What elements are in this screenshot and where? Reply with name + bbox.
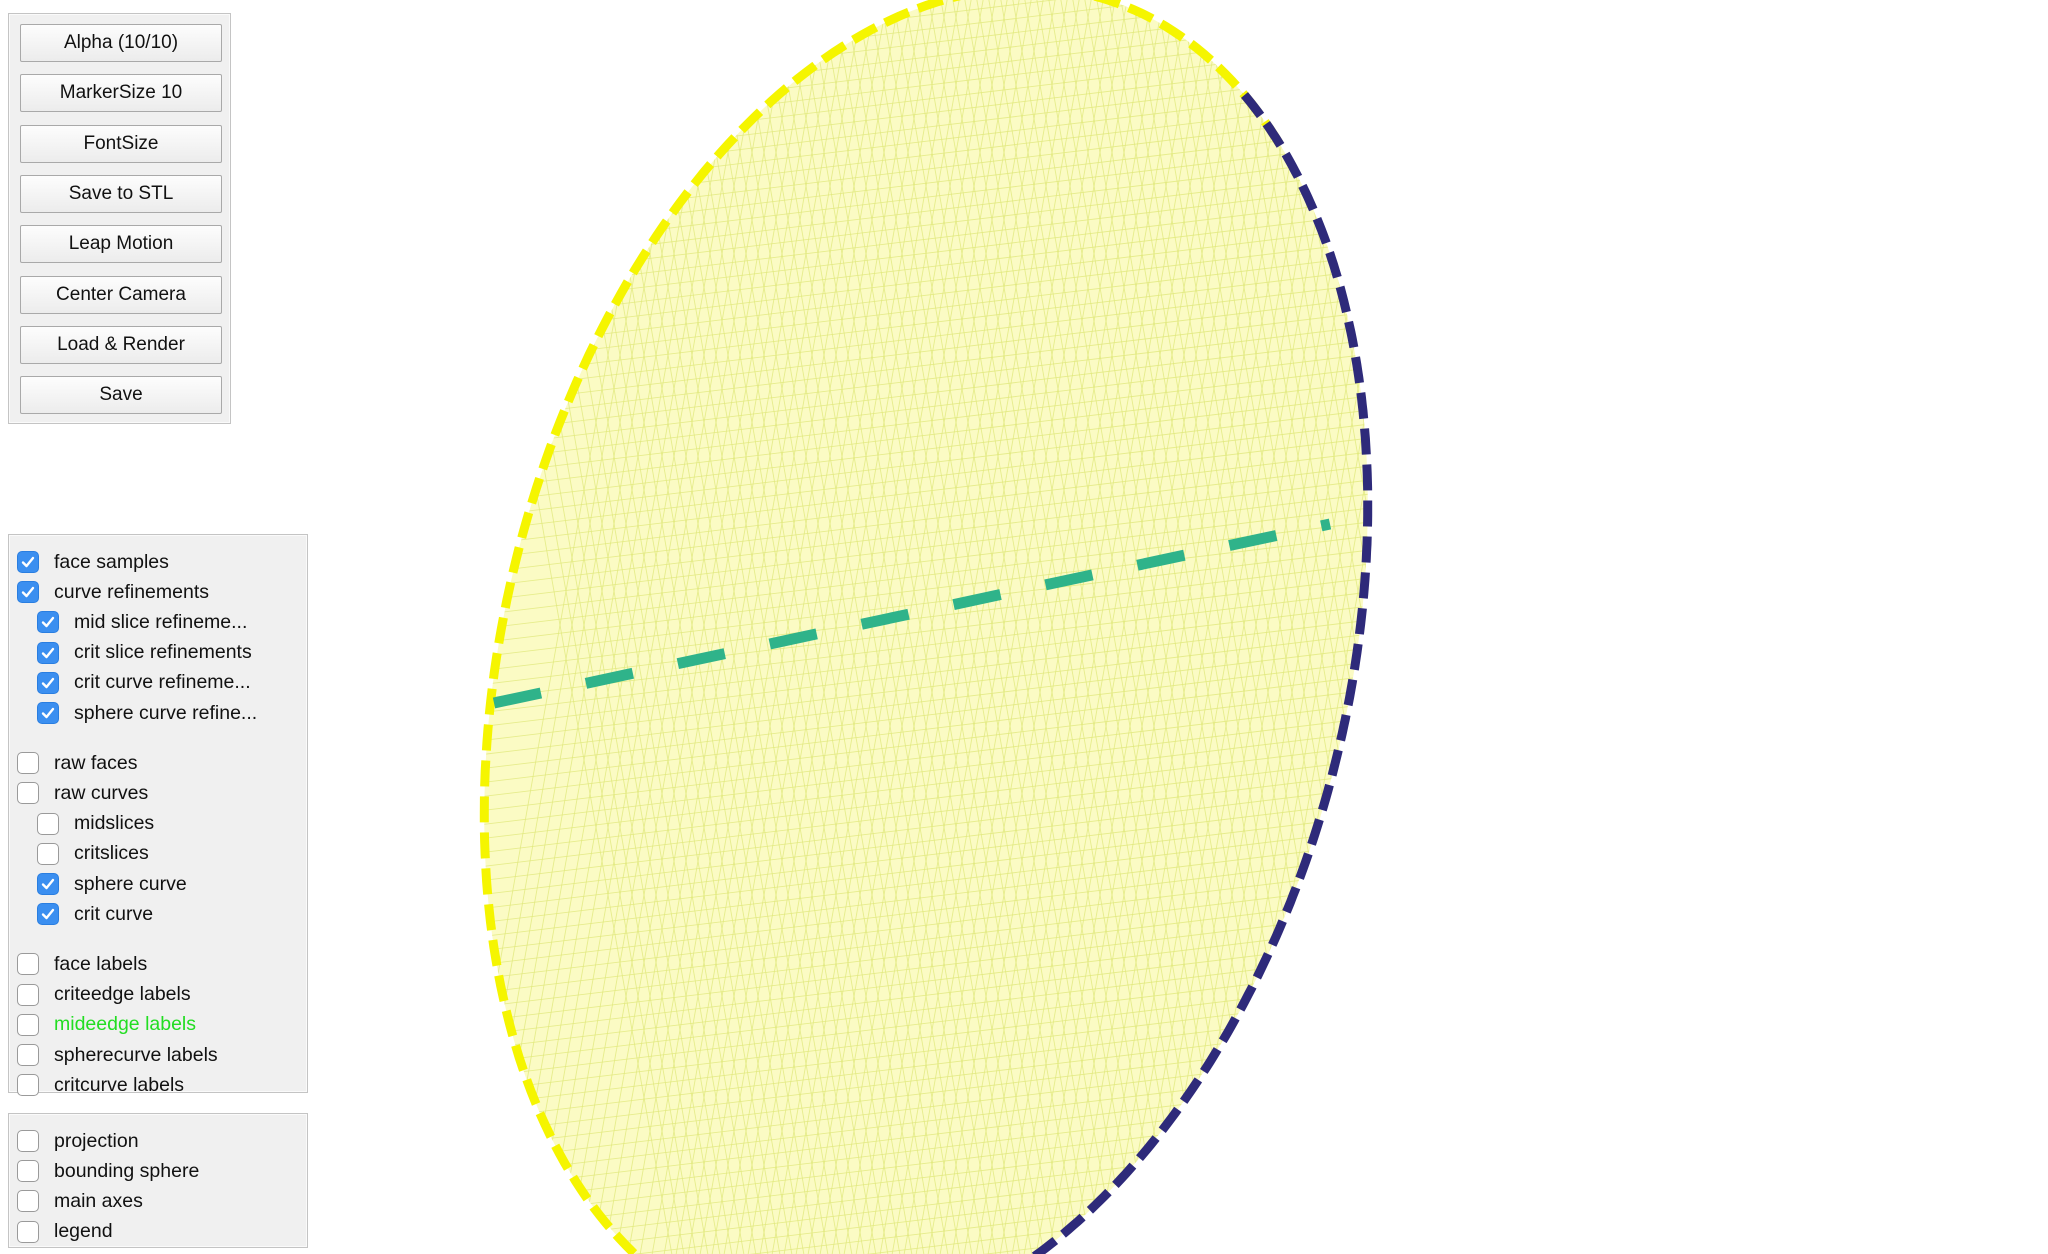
checkbox-row-main-axes[interactable]: main axes: [17, 1188, 143, 1214]
checkbox-mid-slice-refineme[interactable]: [37, 611, 59, 633]
layer-visibility-panel: face samples curve refinements mid slice r…: [8, 534, 308, 1093]
checkbox-row-mideedge-labels[interactable]: mideedge labels: [17, 1012, 196, 1038]
checkbox-row-critslices[interactable]: critslices: [37, 841, 149, 867]
checkbox-label: crit curve: [74, 903, 153, 926]
checkbox-row-face-samples[interactable]: face samples: [17, 549, 169, 575]
checkbox-critslices[interactable]: [37, 843, 59, 865]
checkbox-row-raw-faces[interactable]: raw faces: [17, 750, 137, 776]
checkbox-label: spherecurve labels: [54, 1044, 218, 1067]
center-camera-button[interactable]: Center Camera: [20, 276, 222, 314]
checkbox-label: critslices: [74, 842, 149, 865]
checkbox-label: main axes: [54, 1190, 143, 1213]
checkbox-label: raw faces: [54, 752, 137, 775]
checkbox-row-critcurve-labels[interactable]: critcurve labels: [17, 1072, 184, 1098]
checkbox-label: criteedge labels: [54, 983, 191, 1006]
checkbox-row-crit-curve[interactable]: crit curve: [37, 901, 153, 927]
checkbox-row-raw-curves[interactable]: raw curves: [17, 780, 148, 806]
checkbox-legend[interactable]: [17, 1221, 39, 1243]
checkbox-label: mid slice refineme...: [74, 611, 247, 634]
checkbox-row-midslices[interactable]: midslices: [37, 811, 154, 837]
checkbox-row-face-labels[interactable]: face labels: [17, 951, 147, 977]
checkbox-row-crit-curve-refineme[interactable]: crit curve refineme...: [37, 670, 251, 696]
checkbox-label: midslices: [74, 812, 154, 835]
checkbox-midslices[interactable]: [37, 813, 59, 835]
checkbox-raw-curves[interactable]: [17, 782, 39, 804]
checkbox-projection[interactable]: [17, 1130, 39, 1152]
checkbox-spherecurve-labels[interactable]: [17, 1044, 39, 1066]
checkbox-label: legend: [54, 1220, 113, 1243]
checkbox-face-labels[interactable]: [17, 953, 39, 975]
checkbox-row-spherecurve-labels[interactable]: spherecurve labels: [17, 1042, 218, 1068]
save-button[interactable]: Save: [20, 376, 222, 414]
checkbox-label: crit curve refineme...: [74, 671, 251, 694]
checkbox-label: projection: [54, 1130, 139, 1153]
checkbox-crit-curve-refineme[interactable]: [37, 672, 59, 694]
alpha-button[interactable]: Alpha (10/10): [20, 24, 222, 62]
font-size-button[interactable]: FontSize: [20, 125, 222, 163]
checkbox-face-samples[interactable]: [17, 551, 39, 573]
checkbox-row-bounding-sphere[interactable]: bounding sphere: [17, 1158, 199, 1184]
checkbox-label: mideedge labels: [54, 1013, 196, 1036]
checkbox-main-axes[interactable]: [17, 1190, 39, 1212]
scene-options-panel: projection bounding sphere main axes legend: [8, 1113, 308, 1248]
checkbox-label: curve refinements: [54, 581, 209, 604]
checkbox-crit-curve[interactable]: [37, 903, 59, 925]
button-panel: Alpha (10/10) MarkerSize 10 FontSize Save t…: [8, 13, 231, 424]
checkbox-label: raw curves: [54, 782, 148, 805]
checkbox-critcurve-labels[interactable]: [17, 1074, 39, 1096]
checkbox-row-criteedge-labels[interactable]: criteedge labels: [17, 982, 191, 1008]
checkbox-raw-faces[interactable]: [17, 752, 39, 774]
checkbox-label: crit slice refinements: [74, 641, 252, 664]
checkbox-row-sphere-curve[interactable]: sphere curve: [37, 871, 187, 897]
checkbox-row-crit-slice-refinements[interactable]: crit slice refinements: [37, 640, 252, 666]
checkbox-label: face samples: [54, 551, 169, 574]
checkbox-sphere-curve[interactable]: [37, 873, 59, 895]
checkbox-row-mid-slice-refineme[interactable]: mid slice refineme...: [37, 609, 247, 635]
checkbox-row-curve-refinements[interactable]: curve refinements: [17, 579, 209, 605]
checkbox-label: critcurve labels: [54, 1074, 184, 1097]
checkbox-bounding-sphere[interactable]: [17, 1160, 39, 1182]
checkbox-curve-refinements[interactable]: [17, 581, 39, 603]
checkbox-row-sphere-curve-refine[interactable]: sphere curve refine...: [37, 700, 257, 726]
checkbox-label: bounding sphere: [54, 1160, 199, 1183]
marker-size-button[interactable]: MarkerSize 10: [20, 74, 222, 112]
leap-motion-button[interactable]: Leap Motion: [20, 225, 222, 263]
checkbox-mideedge-labels[interactable]: [17, 1014, 39, 1036]
load-render-button[interactable]: Load & Render: [20, 326, 222, 364]
save-stl-button[interactable]: Save to STL: [20, 175, 222, 213]
checkbox-label: sphere curve refine...: [74, 702, 257, 725]
checkbox-label: sphere curve: [74, 873, 187, 896]
checkbox-criteedge-labels[interactable]: [17, 984, 39, 1006]
checkbox-crit-slice-refinements[interactable]: [37, 642, 59, 664]
checkbox-label: face labels: [54, 953, 147, 976]
checkbox-sphere-curve-refine[interactable]: [37, 702, 59, 724]
checkbox-row-legend[interactable]: legend: [17, 1219, 113, 1245]
checkbox-row-projection[interactable]: projection: [17, 1128, 139, 1154]
